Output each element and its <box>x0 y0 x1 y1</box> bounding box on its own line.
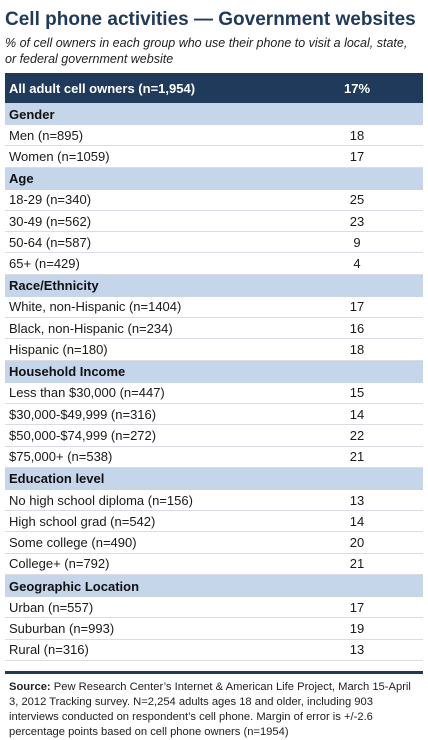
row-value: 19 <box>349 620 365 636</box>
table-row: $30,000-$49,999 (n=316) 14 <box>5 404 423 426</box>
row-label: Rural (n=316) <box>9 642 89 658</box>
row-value: 23 <box>349 213 365 229</box>
table-row: Men (n=895) 18 <box>5 125 423 147</box>
table-row: 18-29 (n=340) 25 <box>5 190 423 211</box>
row-label: Hispanic (n=180) <box>9 342 108 358</box>
table-row: Rural (n=316) 13 <box>5 640 423 661</box>
row-label: Black, non-Hispanic (n=234) <box>9 320 173 336</box>
row-value: 18 <box>349 127 365 143</box>
row-value: 16 <box>349 320 365 336</box>
table-row: Urban (n=557) 17 <box>5 597 423 619</box>
row-value: 21 <box>349 556 365 572</box>
table-figure: Cell phone activities — Government websi… <box>5 0 423 740</box>
row-label: 50-64 (n=587) <box>9 234 92 250</box>
category-label: Education level <box>9 471 105 487</box>
group-list: Gender Men (n=895) 18 Women (n=1059) 17 Age 18… <box>5 103 423 661</box>
row-label: 18-29 (n=340) <box>9 192 92 208</box>
table-row: Hispanic (n=180) 18 <box>5 339 423 361</box>
row-label: Men (n=895) <box>9 127 84 143</box>
row-value: 9 <box>353 234 361 250</box>
row-value: 4 <box>353 256 361 272</box>
overall-label: All adult cell owners (n=1,954) <box>9 80 196 96</box>
source-text: Pew Research Center’s Internet & America… <box>9 680 411 738</box>
row-value: 13 <box>349 642 365 658</box>
row-label: $50,000-$74,999 (n=272) <box>9 427 157 443</box>
source-label: Source: <box>9 680 51 693</box>
row-value: 14 <box>349 406 365 422</box>
row-label: College+ (n=792) <box>9 556 110 572</box>
page-title: Cell phone activities — Government websi… <box>5 9 416 30</box>
row-value: 18 <box>349 342 365 358</box>
row-label: High school grad (n=542) <box>9 513 156 529</box>
row-value: 17 <box>349 299 365 315</box>
table-row: $75,000+ (n=538) 21 <box>5 447 423 468</box>
row-label: Women (n=1059) <box>9 148 110 164</box>
row-value: 21 <box>349 449 365 465</box>
category-header: Household Income <box>5 360 423 383</box>
row-label: 65+ (n=429) <box>9 256 80 272</box>
row-value: 17 <box>349 599 365 615</box>
category-label: Geographic Location <box>9 578 140 594</box>
row-label: White, non-Hispanic (n=1404) <box>9 299 182 315</box>
table-row: 65+ (n=429) 4 <box>5 253 423 275</box>
category-header: Race/Ethnicity <box>5 274 423 297</box>
row-value: 22 <box>349 427 365 443</box>
category-header: Education level <box>5 467 423 490</box>
table-row: Women (n=1059) 17 <box>5 146 423 168</box>
row-label: Less than $30,000 (n=447) <box>9 385 165 401</box>
row-value: 15 <box>349 385 365 401</box>
overall-value: 17% <box>343 80 371 96</box>
table-row: $50,000-$74,999 (n=272) 22 <box>5 425 423 447</box>
row-label: Suburban (n=993) <box>9 620 115 636</box>
category-header: Age <box>5 167 423 190</box>
category-label: Race/Ethnicity <box>9 278 99 294</box>
table-row: High school grad (n=542) 14 <box>5 511 423 533</box>
table-row: Black, non-Hispanic (n=234) 16 <box>5 318 423 340</box>
table-row: No high school diploma (n=156) 13 <box>5 490 423 512</box>
row-label: 30-49 (n=562) <box>9 213 92 229</box>
table-row: Less than $30,000 (n=447) 15 <box>5 383 423 404</box>
source-note: Source: Pew Research Center’s Internet &… <box>5 670 423 740</box>
category-header: Geographic Location <box>5 575 423 598</box>
overall-row: All adult cell owners (n=1,954) 17% <box>5 73 423 103</box>
category-header: Gender <box>5 103 423 125</box>
category-label: Household Income <box>9 364 126 380</box>
row-value: 20 <box>349 535 365 551</box>
subtitle: % of cell owners in each group who use t… <box>5 36 408 66</box>
row-label: $75,000+ (n=538) <box>9 449 113 465</box>
category-label: Age <box>9 171 34 187</box>
table-row: Suburban (n=993) 19 <box>5 618 423 640</box>
table-row: White, non-Hispanic (n=1404) 17 <box>5 297 423 319</box>
row-label: Some college (n=490) <box>9 535 137 551</box>
data-table: All adult cell owners (n=1,954) 17% Gend… <box>5 73 423 661</box>
table-row: 50-64 (n=587) 9 <box>5 232 423 254</box>
row-label: No high school diploma (n=156) <box>9 492 193 508</box>
row-value: 17 <box>349 148 365 164</box>
row-label: Urban (n=557) <box>9 599 94 615</box>
row-value: 25 <box>349 192 365 208</box>
row-label: $30,000-$49,999 (n=316) <box>9 406 157 422</box>
table-row: Some college (n=490) 20 <box>5 532 423 554</box>
table-row: College+ (n=792) 21 <box>5 554 423 576</box>
row-value: 14 <box>349 513 365 529</box>
category-label: Gender <box>9 106 55 122</box>
table-row: 30-49 (n=562) 23 <box>5 211 423 233</box>
row-value: 13 <box>349 492 365 508</box>
